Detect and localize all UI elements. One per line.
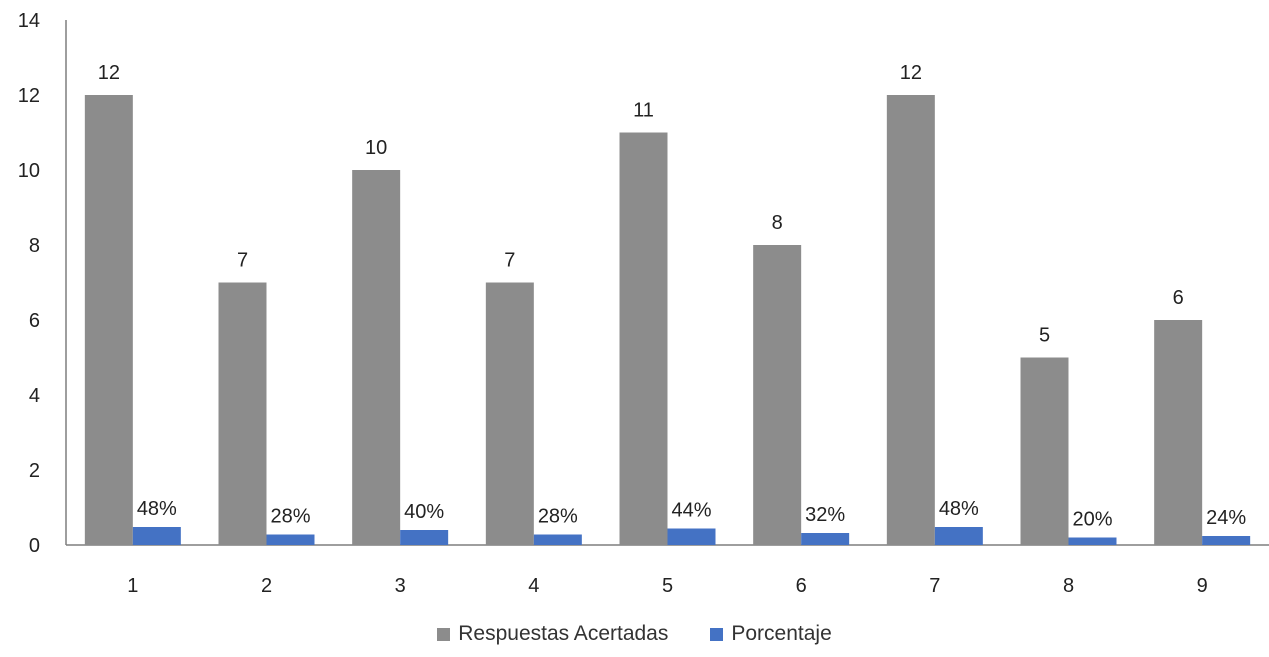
legend: Respuestas Acertadas Porcentaje — [0, 622, 1269, 646]
data-label-porcentaje: 48% — [137, 498, 177, 520]
x-tick-label: 7 — [929, 575, 940, 597]
y-axis: 0 2 4 6 8 10 12 14 — [18, 10, 67, 557]
bar-porcentaje — [1202, 536, 1251, 545]
bar-respuestas — [619, 132, 668, 545]
data-label-respuestas: 7 — [237, 250, 248, 272]
bar-porcentaje — [1068, 537, 1117, 545]
bar-porcentaje — [801, 533, 850, 545]
x-tick-label: 3 — [395, 575, 406, 597]
bar-porcentaje — [533, 534, 582, 545]
x-axis: 1 2 3 4 5 6 7 8 9 — [66, 544, 1269, 597]
legend-swatch-respuestas — [437, 627, 451, 641]
data-label-respuestas: 12 — [98, 62, 120, 84]
bar-respuestas — [886, 95, 935, 545]
bar-porcentaje — [667, 528, 716, 545]
x-tick-label: 8 — [1063, 575, 1074, 597]
data-label-respuestas: 8 — [772, 212, 783, 234]
y-tick-label: 0 — [29, 535, 40, 557]
bar-respuestas — [1020, 357, 1069, 545]
y-tick-label: 8 — [29, 235, 40, 257]
y-tick-label: 12 — [18, 85, 40, 107]
data-label-porcentaje: 40% — [404, 501, 444, 523]
y-tick-label: 6 — [29, 310, 40, 332]
bar-porcentaje — [266, 534, 315, 545]
x-tick-label: 4 — [528, 575, 539, 597]
data-label-porcentaje: 20% — [1072, 509, 1112, 531]
bar-respuestas — [84, 95, 133, 545]
data-label-porcentaje: 28% — [538, 506, 578, 528]
bar-porcentaje — [132, 527, 181, 545]
data-label-respuestas: 12 — [900, 62, 922, 84]
bar-respuestas — [1154, 320, 1203, 545]
bar-respuestas — [753, 245, 802, 545]
legend-label-respuestas: Respuestas Acertadas — [458, 622, 669, 645]
y-tick-label: 10 — [18, 160, 40, 182]
x-tick-label: 2 — [261, 575, 272, 597]
bar-porcentaje — [400, 530, 449, 545]
data-label-porcentaje: 48% — [939, 498, 979, 520]
data-label-porcentaje: 24% — [1206, 507, 1246, 529]
data-label-porcentaje: 44% — [671, 500, 711, 522]
data-label-porcentaje: 32% — [805, 504, 845, 526]
data-labels-group: 12 7 10 7 11 8 12 5 6 48% 28% 40% 28% 44% 32% 48% 20% 24% — [98, 62, 1247, 531]
data-label-respuestas: 6 — [1173, 287, 1184, 309]
y-tick-label: 4 — [29, 385, 40, 407]
bar-respuestas — [218, 282, 267, 545]
x-tick-label: 9 — [1197, 575, 1208, 597]
y-tick-label: 2 — [29, 460, 40, 482]
legend-item-respuestas: Respuestas Acertadas — [437, 622, 668, 646]
data-label-respuestas: 7 — [504, 250, 515, 272]
x-tick-label: 5 — [662, 575, 673, 597]
bar-respuestas — [485, 282, 534, 545]
data-label-respuestas: 10 — [365, 137, 387, 159]
legend-label-porcentaje: Porcentaje — [731, 622, 832, 645]
data-label-respuestas: 11 — [633, 100, 654, 122]
data-label-respuestas: 5 — [1039, 325, 1050, 347]
bars-group — [84, 95, 1251, 545]
bar-respuestas — [352, 170, 401, 545]
legend-item-porcentaje: Porcentaje — [710, 622, 832, 646]
y-tick-label: 14 — [18, 10, 40, 32]
legend-swatch-porcentaje — [710, 627, 724, 641]
data-label-porcentaje: 28% — [270, 506, 310, 528]
x-tick-label: 6 — [796, 575, 807, 597]
bar-porcentaje — [934, 527, 983, 545]
x-tick-label: 1 — [127, 575, 138, 597]
